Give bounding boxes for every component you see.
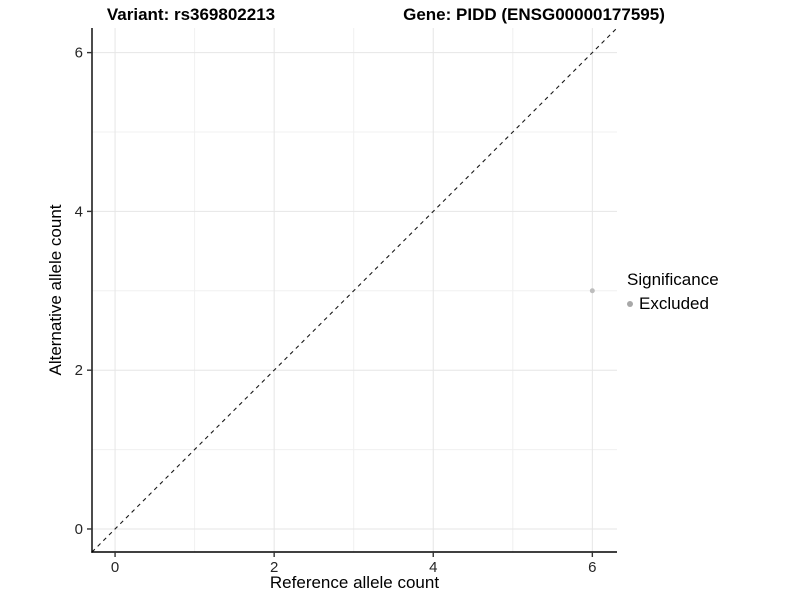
svg-text:2: 2 <box>270 559 278 576</box>
svg-text:2: 2 <box>75 362 83 379</box>
legend-title: Significance <box>627 270 719 289</box>
data-point <box>589 288 595 294</box>
y-axis-title: Alternative allele count <box>46 204 65 376</box>
x-axis-title: Reference allele count <box>269 573 440 592</box>
svg-text:0: 0 <box>111 559 119 576</box>
data-points <box>589 288 595 294</box>
svg-text:4: 4 <box>75 203 83 220</box>
svg-text:4: 4 <box>429 559 437 576</box>
legend-point-icon <box>627 301 633 307</box>
axis-ticks <box>87 51 594 557</box>
svg-text:0: 0 <box>75 521 83 538</box>
svg-text:6: 6 <box>588 559 596 576</box>
legend-entry-label: Excluded <box>639 294 709 313</box>
svg-text:6: 6 <box>75 45 83 62</box>
legend: Significance Excluded <box>627 270 719 314</box>
axis-tick-labels: 0 2 4 6 0 2 4 6 <box>75 45 597 576</box>
identity-reference-line <box>91 27 618 553</box>
axis-lines <box>91 28 617 553</box>
minor-gridlines <box>92 28 617 552</box>
gene-title: Gene: PIDD (ENSG00000177595) <box>403 5 665 24</box>
legend-entry-excluded: Excluded <box>627 294 719 314</box>
variant-title: Variant: rs369802213 <box>106 5 276 24</box>
